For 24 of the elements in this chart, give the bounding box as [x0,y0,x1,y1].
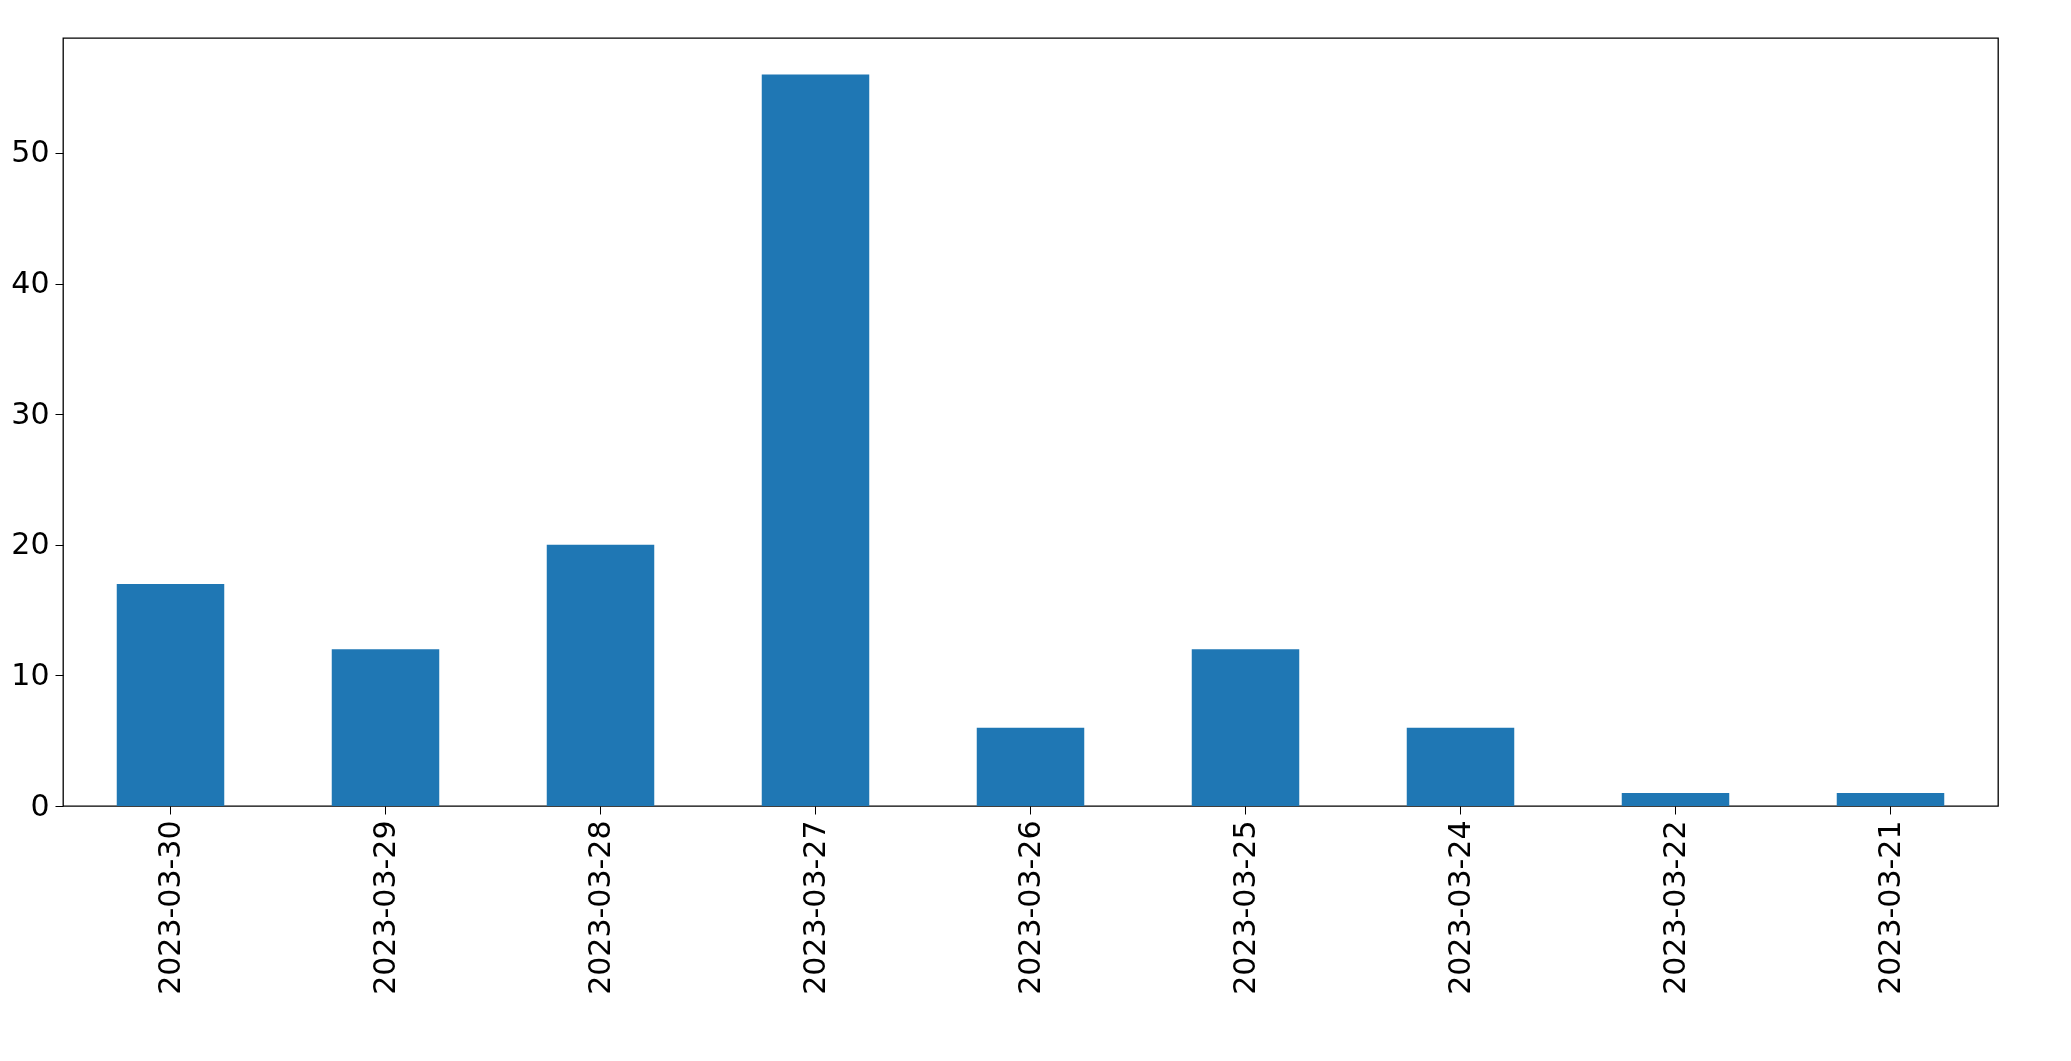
bar [976,727,1085,806]
bar [331,649,440,806]
bar [1836,792,1945,806]
bar [546,544,655,806]
x-tick-label: 2023-03-28 [581,820,617,995]
bar [1621,792,1730,806]
x-tick-label: 2023-03-30 [151,820,187,995]
x-tick-label: 2023-03-25 [1226,820,1262,995]
y-tick-label: 20 [11,526,50,562]
x-tick-label: 2023-03-26 [1011,820,1047,995]
x-tick-label: 2023-03-27 [796,820,832,995]
bar [116,583,225,806]
bar [1406,727,1515,806]
y-tick-label: 40 [11,265,50,301]
bar [761,74,870,806]
y-tick-label: 10 [11,656,50,692]
x-tick-label: 2023-03-21 [1871,820,1907,995]
y-tick-label: 50 [11,134,50,170]
bar [1191,649,1300,806]
x-tick-label: 2023-03-22 [1656,820,1692,995]
x-tick-label: 2023-03-29 [366,820,402,995]
y-tick-label: 0 [30,787,50,823]
x-tick-label: 2023-03-24 [1441,820,1477,995]
y-tick-label: 30 [11,395,50,431]
